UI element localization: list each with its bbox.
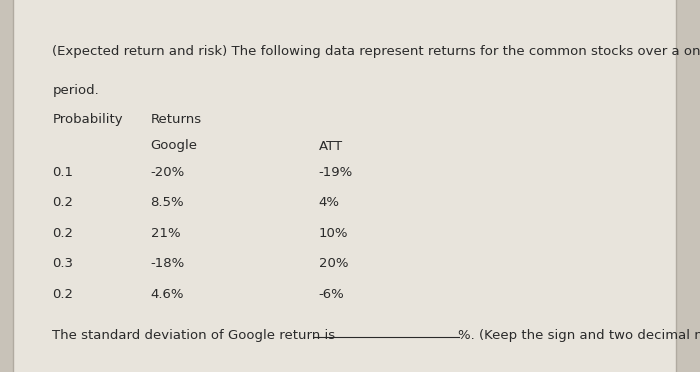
Text: ATT: ATT: [318, 140, 342, 153]
FancyBboxPatch shape: [13, 0, 676, 372]
Text: period.: period.: [52, 84, 99, 97]
Text: 21%: 21%: [150, 227, 180, 240]
Text: 0.2: 0.2: [52, 288, 74, 301]
Text: The standard deviation of Google return is: The standard deviation of Google return …: [52, 329, 340, 342]
Text: -19%: -19%: [318, 166, 353, 179]
Text: 10%: 10%: [318, 227, 348, 240]
Text: -20%: -20%: [150, 166, 185, 179]
Text: -18%: -18%: [150, 257, 185, 270]
Text: 4.6%: 4.6%: [150, 288, 184, 301]
Text: 20%: 20%: [318, 257, 348, 270]
Text: 4%: 4%: [318, 196, 340, 209]
Text: Probability: Probability: [52, 113, 123, 126]
Text: 0.2: 0.2: [52, 196, 74, 209]
Text: %. (Keep the sign and two decimal numbers.): %. (Keep the sign and two decimal number…: [458, 329, 700, 342]
Text: 0.3: 0.3: [52, 257, 74, 270]
Text: Returns: Returns: [150, 113, 202, 126]
Text: Google: Google: [150, 140, 197, 153]
Text: (Expected return and risk) The following data represent returns for the common s: (Expected return and risk) The following…: [52, 45, 700, 58]
Text: 8.5%: 8.5%: [150, 196, 184, 209]
Text: 0.1: 0.1: [52, 166, 74, 179]
Text: 0.2: 0.2: [52, 227, 74, 240]
Text: -6%: -6%: [318, 288, 344, 301]
